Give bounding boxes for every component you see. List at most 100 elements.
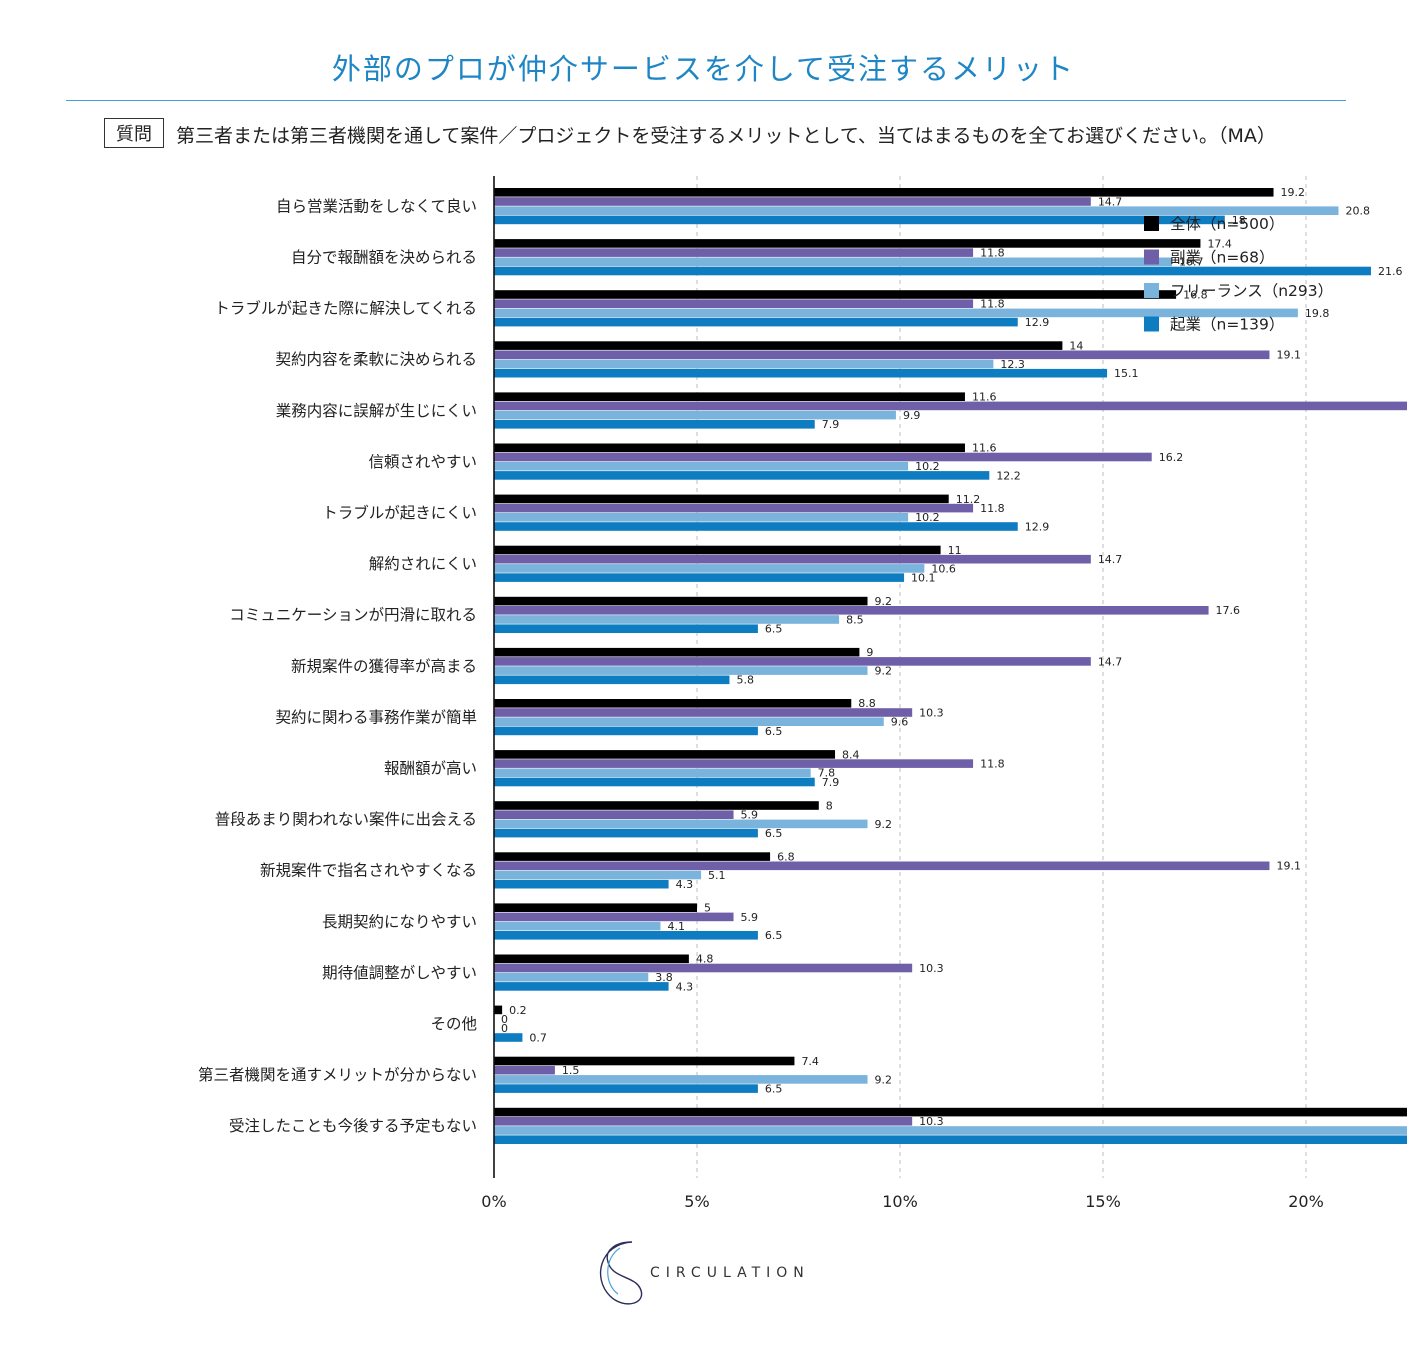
bar [494, 759, 974, 768]
bar [494, 912, 734, 922]
data-label: 4.1 [667, 920, 685, 933]
bar [494, 368, 1108, 378]
data-label: 19.8 [1305, 307, 1330, 320]
legend-label: 起業（n=139） [1170, 316, 1284, 334]
bar [494, 420, 815, 429]
brand-name: CIRCULATION [650, 1265, 810, 1281]
bar [494, 921, 661, 931]
bar [494, 1117, 913, 1126]
bar [494, 931, 758, 940]
bar [494, 954, 689, 964]
data-label: 14.7 [1098, 553, 1123, 566]
bar [494, 522, 1018, 531]
data-label: 11.8 [980, 758, 1005, 771]
bar [494, 750, 836, 759]
category-label: コミュニケーションが円滑に取れる [229, 606, 477, 624]
data-label: 6.5 [765, 1083, 783, 1096]
bar [494, 248, 974, 257]
data-label: 5.9 [741, 911, 759, 924]
data-label: 16.8 [1183, 288, 1208, 301]
data-label: 17.6 [1216, 604, 1241, 617]
data-label: 9.9 [903, 409, 921, 422]
category-label: トラブルが起きにくい [322, 503, 477, 522]
bar [494, 443, 965, 453]
bar [494, 1005, 503, 1015]
bar [494, 1084, 758, 1093]
data-label: 0 [501, 1013, 508, 1026]
bar [494, 545, 941, 555]
category-label: トラブルが起きた際に解決してくれる [214, 299, 477, 318]
bar [494, 1107, 1407, 1117]
bar [494, 1033, 523, 1042]
category-label: 普段あまり関われない案件に出会える [215, 811, 477, 829]
data-label: 19.1 [1276, 349, 1301, 362]
bar [494, 513, 909, 522]
data-label: 17.4 [1207, 237, 1232, 250]
bar [494, 819, 868, 829]
bar [494, 573, 905, 582]
bar [494, 257, 1173, 267]
x-tick-label: 0% [481, 1192, 506, 1211]
bar [494, 350, 1270, 360]
data-label: 10.3 [919, 962, 944, 975]
data-label: 14.7 [1098, 195, 1123, 208]
data-label: 9 [866, 646, 873, 659]
bar [494, 503, 974, 513]
data-label: 14.7 [1098, 655, 1123, 668]
data-label: 11.8 [980, 298, 1005, 311]
bar-chart: 0%5%10%15%20%25%30%35%自ら営業活動をしなくて良い19.21… [198, 176, 1407, 1211]
data-label: 12.2 [996, 469, 1021, 482]
category-label: その他 [430, 1015, 477, 1033]
data-label: 12.9 [1025, 520, 1050, 533]
x-tick-label: 15% [1085, 1192, 1121, 1211]
circulation-logo-icon [600, 1241, 643, 1305]
category-label: 解約されにくい [369, 555, 477, 573]
data-label: 12.9 [1025, 316, 1050, 329]
data-label: 11.8 [980, 502, 1005, 515]
category-label: 新規案件で指名されやすくなる [260, 862, 477, 880]
data-label: 6.5 [765, 827, 783, 840]
bar [494, 726, 758, 736]
bar [494, 801, 819, 810]
data-label: 8.4 [842, 748, 860, 761]
data-label: 6.5 [765, 623, 783, 636]
chart-title: 外部のプロが仲介サービスを介して受注するメリット [331, 52, 1076, 86]
category-label: 第三者機関を通すメリットが分からない [198, 1066, 477, 1084]
bar [494, 564, 925, 573]
bar [494, 708, 913, 717]
data-label: 8.5 [846, 613, 864, 626]
data-label: 7.4 [801, 1055, 819, 1068]
category-label: 長期契約になりやすい [322, 913, 477, 931]
category-label: 期待値調整がしやすい [322, 964, 477, 982]
data-label: 11.8 [980, 247, 1005, 260]
bar [494, 471, 990, 480]
bar [494, 777, 815, 787]
data-label: 5.9 [741, 809, 759, 822]
bar [494, 452, 1152, 462]
bar [494, 239, 1201, 248]
x-tick-label: 5% [684, 1192, 709, 1211]
bar [494, 206, 1339, 215]
category-label: 自ら営業活動をしなくて良い [276, 197, 477, 215]
data-label: 0.2 [509, 1004, 527, 1017]
bar [494, 410, 896, 420]
bar [494, 215, 1225, 225]
category-label: 受注したことも今後する予定もない [229, 1117, 477, 1135]
data-label: 3.8 [655, 971, 673, 984]
data-label: 8 [826, 799, 833, 812]
legend-label: 副業（n=68） [1170, 249, 1275, 267]
data-label: 16.7 [1179, 256, 1204, 269]
legend-label: フリーランス（n293） [1170, 282, 1333, 300]
data-label: 9.2 [875, 595, 893, 608]
bar [494, 852, 771, 861]
bar [494, 870, 702, 880]
bar [494, 828, 758, 838]
data-label: 7.8 [818, 767, 836, 780]
data-label: 10.6 [931, 562, 956, 575]
data-label: 5.8 [736, 674, 754, 687]
bar [494, 606, 1209, 615]
bar [494, 903, 697, 912]
data-label: 4.3 [676, 980, 694, 993]
data-label: 19.1 [1276, 860, 1301, 873]
bar [494, 401, 1407, 411]
